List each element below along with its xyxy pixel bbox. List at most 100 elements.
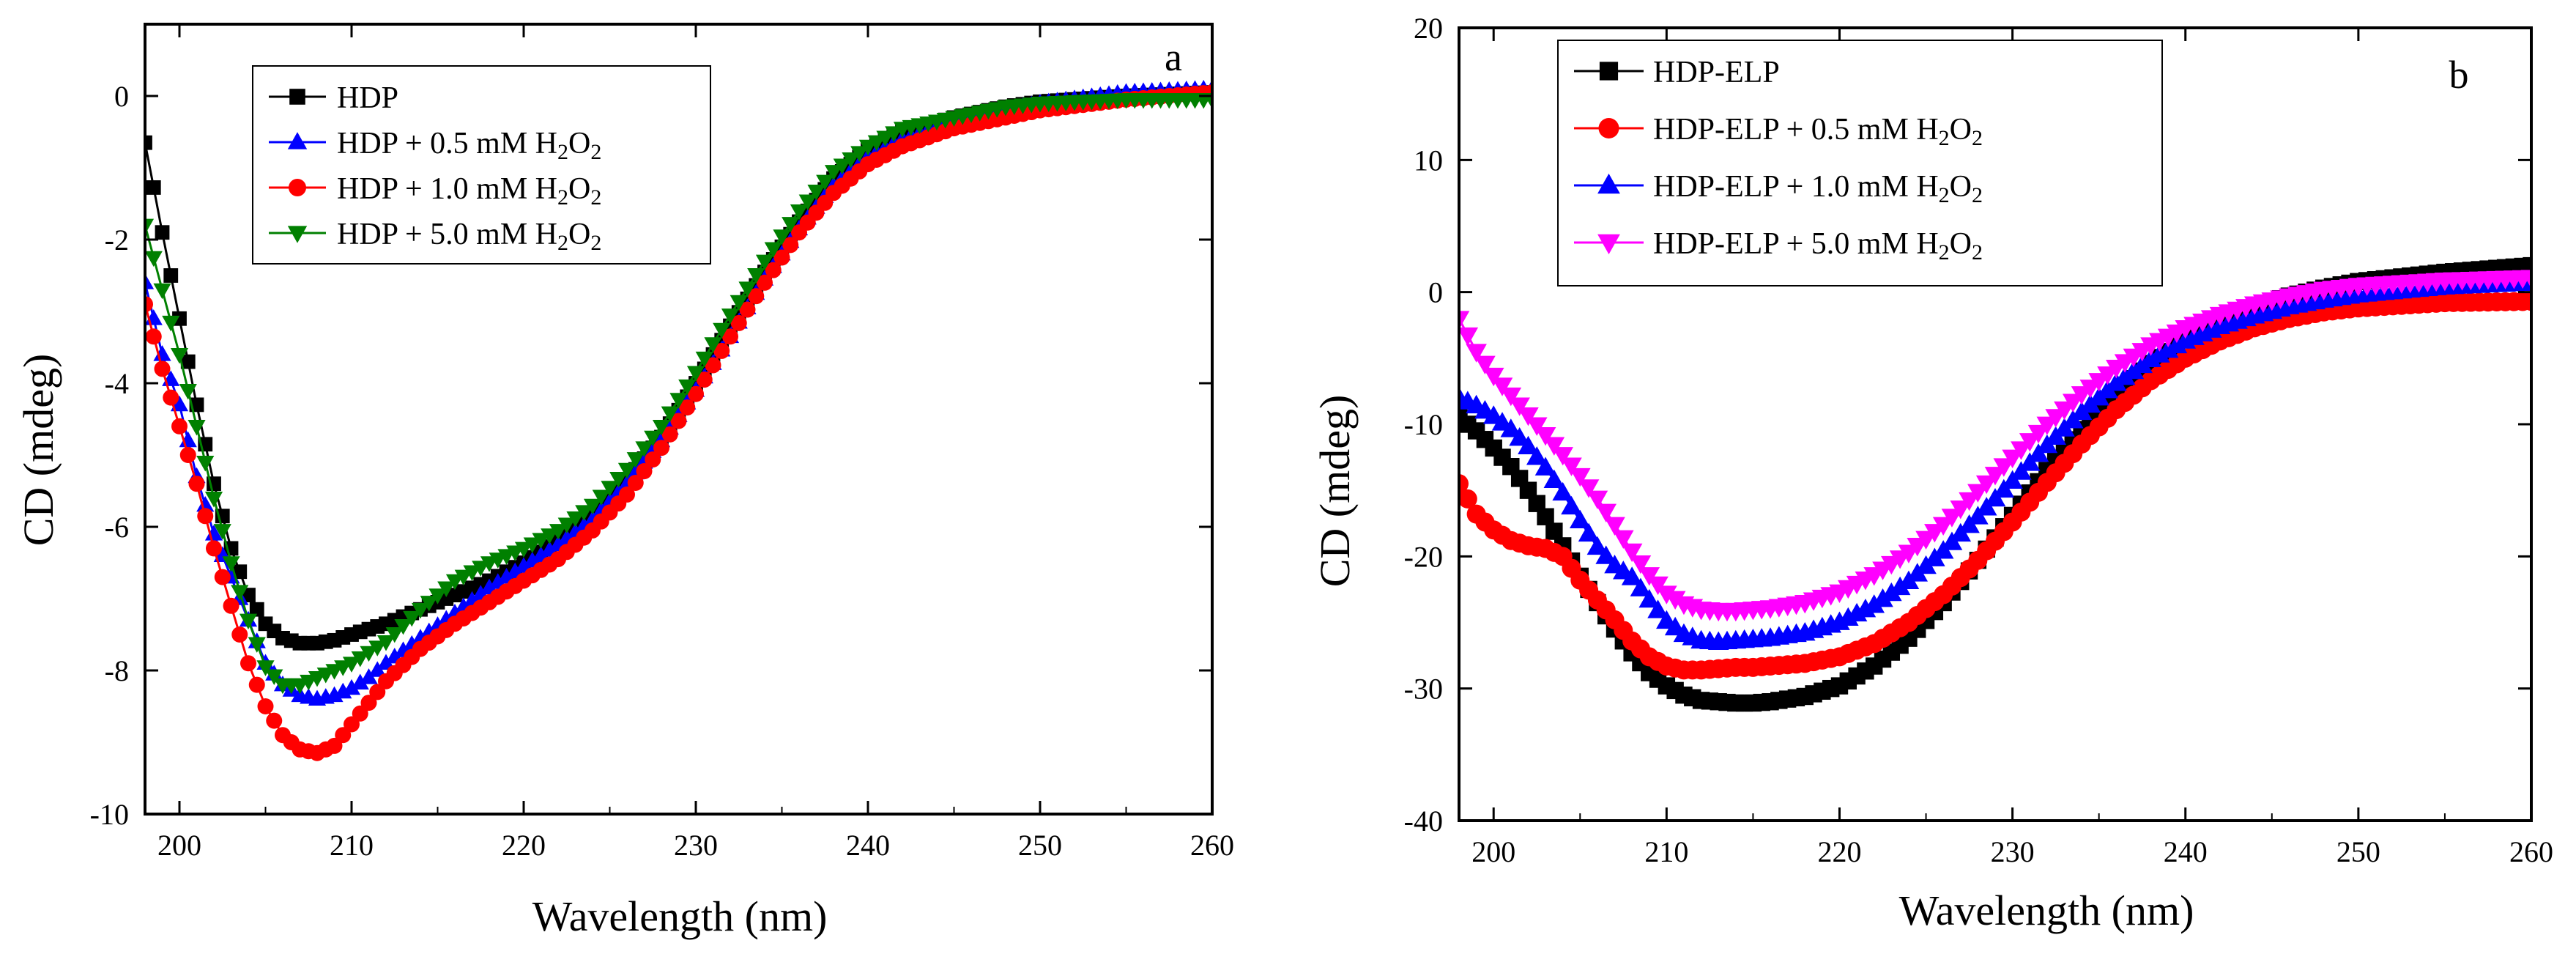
panel-b-series-2-point bbox=[1509, 426, 1530, 446]
panel-a-legend-label-1-sub: 2 bbox=[557, 140, 568, 164]
panel-b-series-3-point bbox=[1967, 484, 1989, 503]
panel-a-series-3-point bbox=[713, 322, 731, 339]
panel-b-series-1-point bbox=[2522, 292, 2531, 311]
panel-a-letter: a bbox=[1165, 35, 1182, 79]
panel-a-legend-label-3: HDP + 5.0 mM H2O2 bbox=[337, 218, 601, 255]
panel-a-x-tick-label: 210 bbox=[330, 829, 374, 862]
panel-a-series-3-point bbox=[153, 283, 171, 300]
panel-a-y-tick-label: -4 bbox=[105, 367, 129, 400]
panel-a-series-3-point bbox=[738, 281, 757, 297]
panel-a-series-2-point bbox=[179, 447, 196, 463]
panel-a-series-3-point bbox=[721, 308, 740, 325]
panel-b-y-tick-label: -30 bbox=[1404, 673, 1443, 706]
panel-b-series-3-point bbox=[1932, 517, 1954, 536]
panel-b-series-3-point bbox=[1984, 467, 2006, 486]
panel-a-series-2-point bbox=[231, 626, 248, 643]
panel-a-series-2-point bbox=[670, 413, 687, 429]
panel-a-series-2-point bbox=[206, 540, 222, 557]
panel-a-series-3-point bbox=[592, 489, 610, 506]
panel-a-series-3-point bbox=[730, 295, 748, 311]
panel-b-series-2-point bbox=[1586, 536, 1608, 555]
panel-b-series-3-point bbox=[1959, 492, 1980, 511]
panel-a-series-0-point bbox=[249, 602, 264, 617]
panel-a: 200 210 220 230 240 250 260 0 -2 -4 -6 -8 -10 HDP HDP… bbox=[15, 23, 1234, 940]
panel-a-series-0-point bbox=[145, 135, 152, 150]
panel-b-series-2-point bbox=[1647, 599, 1669, 618]
panel-a-series-1-point bbox=[153, 345, 171, 361]
panel-a-series-2-point bbox=[163, 389, 179, 406]
panel-a-series-3-point bbox=[833, 158, 851, 174]
panel-a-legend-label-1-main: HDP + 0.5 mM H bbox=[337, 127, 557, 160]
panel-a-series-2-point bbox=[240, 655, 256, 672]
panel-b-legend-label-1-main: HDP-ELP + 0.5 mM H bbox=[1653, 113, 1939, 147]
panel-b-series-2-point bbox=[1872, 588, 1893, 607]
panel-b-series-3-point bbox=[1604, 517, 1625, 536]
panel-b-x-tick-label: 210 bbox=[1644, 835, 1688, 868]
panel-a-series-3-point bbox=[669, 393, 688, 409]
panel-a-series-2-point bbox=[223, 597, 240, 614]
panel-a-series-1-point bbox=[376, 654, 396, 670]
panel-a-series-3-point bbox=[385, 626, 404, 643]
panel-a-series-3-point bbox=[145, 218, 155, 235]
panel-a-axes: 200 210 220 230 240 250 260 0 -2 -4 -6 -8 -10 bbox=[90, 23, 1234, 862]
panel-a-x-axis-title: Wavelength (nm) bbox=[532, 892, 828, 940]
panel-a-series-3-point bbox=[695, 351, 713, 368]
panel-b-y-tick-label: -20 bbox=[1404, 540, 1443, 573]
panel-a-y-tick-label: -6 bbox=[105, 511, 129, 544]
panel-b-y-tick-label: 20 bbox=[1414, 12, 1443, 45]
panel-b-legend-box bbox=[1557, 40, 2163, 286]
panel-a-series-3-point bbox=[617, 462, 636, 479]
panel-b-series-3-point bbox=[2019, 433, 2041, 452]
panel-a-series-3-point bbox=[231, 585, 249, 601]
panel-b-y-tick-label: 10 bbox=[1414, 144, 1443, 177]
panel-a-series-3-point bbox=[824, 165, 843, 181]
panel-a-series-3-point bbox=[549, 524, 568, 540]
panel-a-series-3-point bbox=[566, 511, 584, 528]
panel-b-series-3-point bbox=[1474, 355, 1496, 374]
panel-a-series-3-point bbox=[445, 574, 464, 591]
panel-b-series-3-point bbox=[2027, 424, 2049, 444]
panel-a-series-1-point bbox=[360, 668, 378, 684]
panel-b-series-0-point bbox=[1537, 508, 1554, 525]
panel-b-x-tick-label: 220 bbox=[1817, 835, 1861, 868]
panel-a-legend-marker-3 bbox=[287, 226, 308, 243]
panel-b-series-3-point bbox=[1664, 591, 1686, 610]
panel-a-y-tick-label: -8 bbox=[105, 654, 129, 687]
panel-a-y-tick-label: -2 bbox=[105, 223, 129, 256]
panel-a-plot-area bbox=[145, 79, 1212, 761]
panel-a-series-2-point bbox=[705, 357, 721, 374]
panel-a-series-3-point bbox=[747, 267, 765, 284]
panel-a-series-3-point bbox=[532, 533, 550, 549]
panel-a-series-2-point bbox=[722, 328, 738, 345]
panel-a-series-2-point bbox=[197, 508, 214, 525]
panel-b-series-3-point bbox=[2520, 270, 2531, 289]
panel-a-series-3-point bbox=[351, 651, 369, 668]
panel-b-legend-label-3-suffix: O bbox=[1950, 227, 1972, 261]
panel-a-legend-label-2: HDP + 1.0 mM H2O2 bbox=[337, 172, 601, 210]
panel-a-legend-box bbox=[252, 65, 711, 265]
panel-a-series-2-point bbox=[661, 426, 678, 443]
panel-b-series-3-point bbox=[1561, 457, 1582, 476]
panel-b-legend-label-2-sub2: 2 bbox=[1972, 183, 1983, 207]
panel-b-series-3 bbox=[1459, 270, 2531, 622]
panel-b-series-3-point bbox=[1534, 427, 1556, 446]
panel-a-series-2-point bbox=[713, 342, 730, 359]
panel-a-series-2-point bbox=[636, 463, 653, 480]
panel-a-series-3-point bbox=[807, 185, 825, 201]
panel-a-series-0-point bbox=[155, 225, 170, 240]
panel-b-x-tick-label: 200 bbox=[1471, 835, 1515, 868]
panel-b-series-2-point bbox=[2105, 372, 2127, 391]
panel-b-series-3-point bbox=[1586, 490, 1608, 509]
panel-b-legend-label-1-sub2: 2 bbox=[1972, 126, 1983, 150]
panel-b-series-0-point bbox=[1528, 495, 1545, 512]
panel-a-legend-label-2-sub2: 2 bbox=[590, 185, 601, 210]
panel-a-series-3-point bbox=[764, 242, 782, 258]
panel-b-series-3-point bbox=[1613, 530, 1634, 550]
panel-b-series-3-point bbox=[1518, 407, 1539, 426]
panel-a-series-3-point bbox=[755, 254, 774, 271]
panel-a-series-3-point bbox=[196, 456, 215, 472]
panel-b-y-tick-label: -40 bbox=[1404, 805, 1443, 838]
panel-a-series-3-point bbox=[523, 537, 541, 553]
panel-b-legend-label-2-suffix: O bbox=[1950, 170, 1972, 204]
panel-a-series-2-point bbox=[696, 371, 713, 388]
